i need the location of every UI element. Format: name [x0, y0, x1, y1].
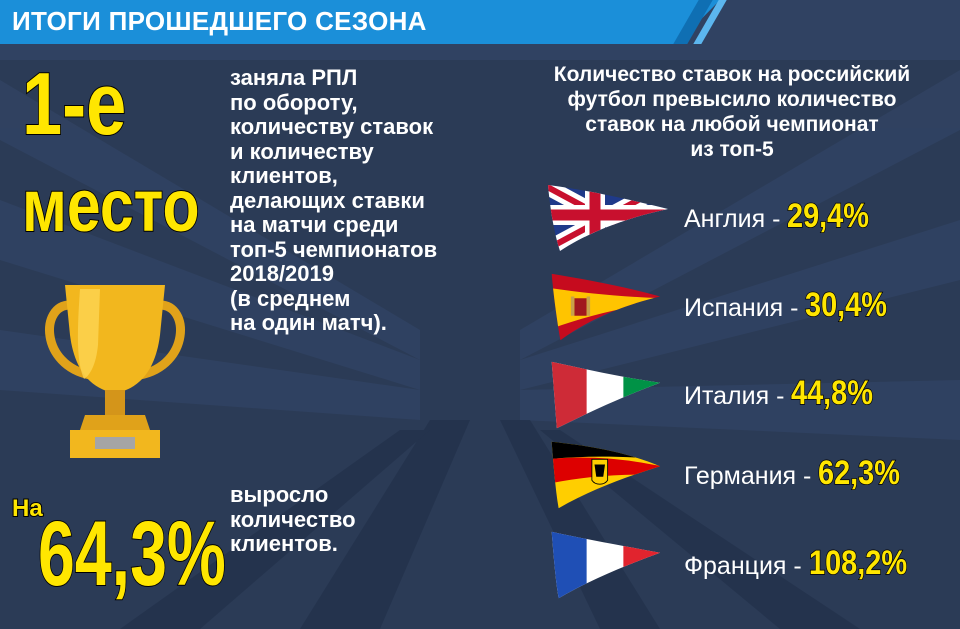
trophy-icon	[45, 285, 185, 458]
italy-flag-icon	[551, 361, 661, 429]
description-line: на один матч).	[230, 310, 387, 335]
country-row-italy: Италия - 44,8%	[540, 360, 940, 430]
france-flag-icon	[551, 531, 661, 599]
description-line: (в среднем	[230, 285, 351, 311]
page-title: ИТОГИ ПРОШЕДШЕГО СЕЗОНА	[12, 6, 427, 36]
description-line: и количеству	[230, 138, 374, 164]
country-row-germany: Германия - 62,3%	[540, 440, 940, 510]
growth-line: выросло	[230, 482, 329, 507]
country-row-france: Франция - 108,2%	[540, 530, 940, 600]
country-name: Франция -	[684, 552, 809, 580]
growth-description: выросло количество клиентов.	[230, 482, 430, 557]
growth-value: 64,3%	[37, 503, 226, 605]
country-name: Испания -	[684, 294, 806, 322]
germany-flag-icon	[551, 441, 661, 509]
description-line: на матчи среди	[230, 212, 399, 237]
description-line: заняла РПЛ	[230, 65, 358, 90]
country-value: 62,3%	[818, 454, 901, 492]
growth-line: клиентов.	[230, 531, 338, 556]
heading-line: из топ-5	[690, 138, 774, 161]
place-description: заняла РПЛ по обороту, количеству ставок…	[230, 65, 490, 336]
growth-line: количество	[230, 506, 356, 532]
right-heading: Количество ставок на российский футбол п…	[518, 62, 946, 162]
description-line: клиентов,	[230, 163, 338, 188]
spain-flag-icon	[551, 273, 661, 341]
description-line: топ-5 чемпионатов	[230, 236, 438, 262]
country-row-spain: Испания - 30,4%	[540, 272, 940, 342]
place-number: 1-е	[21, 54, 127, 153]
heading-line: Количество ставок на российский	[553, 63, 911, 86]
country-value: 44,8%	[791, 374, 874, 412]
growth-prefix: На	[11, 495, 44, 522]
heading-line: ставок на любой чемпионат	[585, 113, 879, 136]
country-name: Англия -	[684, 205, 788, 233]
country-name: Италия -	[684, 382, 792, 410]
description-line: делающих ставки	[230, 187, 425, 213]
uk-flag-icon	[548, 185, 668, 251]
description-line: количеству ставок	[230, 114, 434, 139]
country-name: Германия -	[684, 462, 819, 490]
country-row-england: Англия - 29,4%	[540, 183, 940, 253]
header-banner	[0, 0, 720, 44]
description-line: по обороту,	[230, 89, 358, 115]
country-value: 29,4%	[787, 197, 870, 235]
place-word: место	[21, 164, 200, 247]
country-value: 30,4%	[805, 286, 888, 324]
country-value: 108,2%	[808, 544, 907, 582]
heading-line: футбол превысило количество	[567, 88, 897, 111]
description-line: 2018/2019	[230, 261, 334, 286]
